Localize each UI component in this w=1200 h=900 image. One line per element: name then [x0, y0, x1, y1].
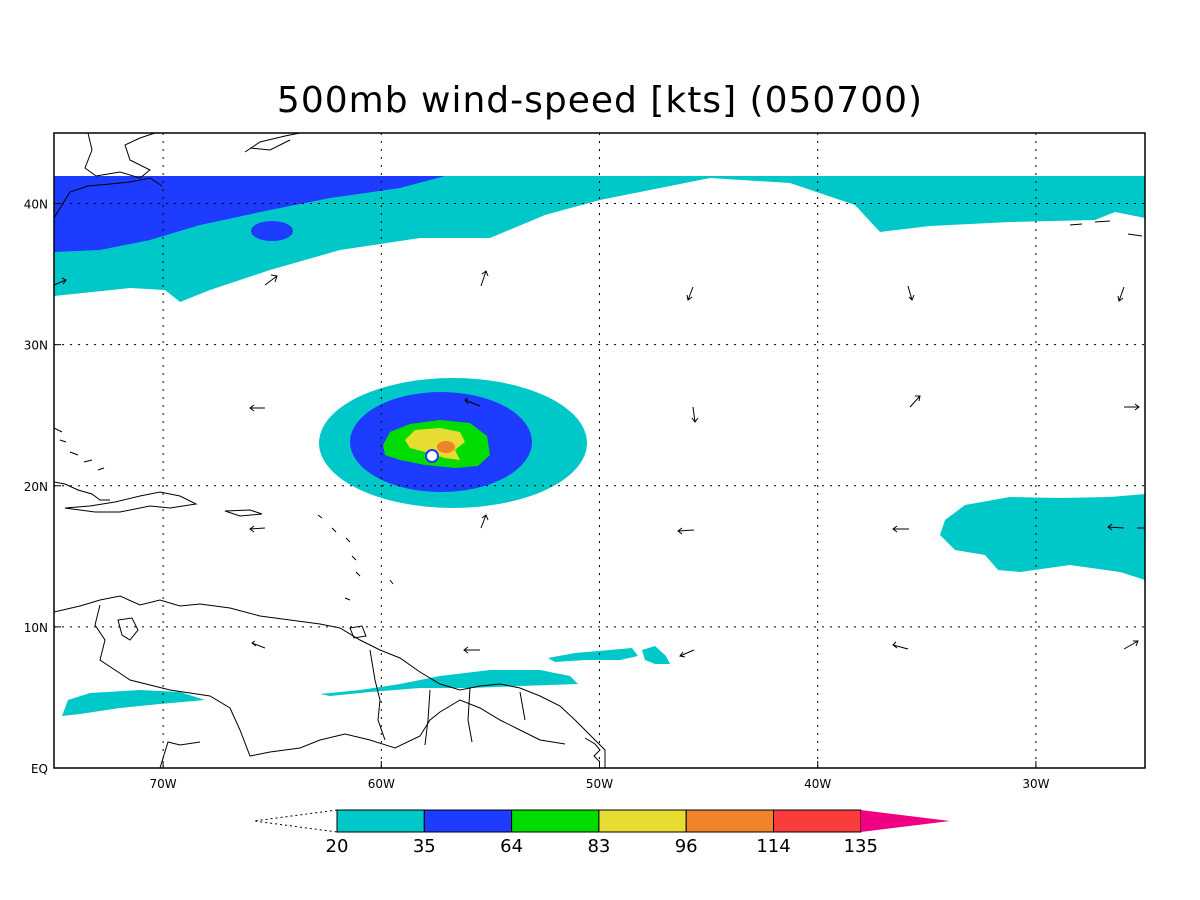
colorbar-extend-low [253, 809, 338, 833]
coast-cuba [54, 481, 110, 501]
map-title: 500mb wind-speed [kts] (050700) [276, 80, 924, 121]
wind-arrow [909, 395, 921, 408]
wind-arrow [249, 525, 266, 533]
wind-arrow [691, 406, 699, 423]
coast-venezuela-interior [94, 604, 566, 757]
lat-tick-labels: EQ 10N 20N 30N 40N [24, 198, 61, 776]
lat-tick-label: 30N [24, 339, 48, 353]
coast-nova-scotia [244, 133, 301, 153]
coast-puerto-rico [224, 509, 263, 517]
colorbar-level-label: 114 [756, 836, 790, 857]
contour-35-north-band [54, 176, 445, 252]
coast-border-lines [369, 649, 526, 746]
wind-arrow [1107, 523, 1125, 531]
colorbar-level-label: 64 [500, 836, 523, 857]
wind-arrow [677, 527, 695, 535]
lon-tick-labels: 70W 60W 50W 40W 30W [150, 761, 1050, 791]
wind-arrow [464, 397, 481, 407]
wind-arrow [251, 640, 266, 649]
coast-hispaniola [64, 491, 198, 513]
colorbar-swatch [511, 809, 600, 833]
wind-arrow [1117, 286, 1125, 302]
lon-tick-label: 30W [1022, 777, 1049, 791]
wind-vectors [53, 220, 1145, 658]
wind-arrow [463, 646, 480, 654]
contour-20-east-blob [940, 494, 1145, 580]
lon-tick-label: 70W [150, 777, 177, 791]
colorbar-level-label: 135 [844, 836, 878, 857]
hurricane-eye [425, 449, 439, 463]
coastlines [54, 133, 606, 768]
wind-arrow [264, 274, 278, 286]
contour-20-north-band [54, 176, 1145, 302]
coast-north-america [84, 133, 156, 179]
contour-20-south-patch-3 [320, 670, 578, 696]
wind-contours [54, 176, 1145, 716]
colorbar-level-label: 20 [326, 836, 349, 857]
lon-tick-label: 50W [586, 777, 613, 791]
wind-arrow [53, 277, 67, 286]
contour-20-south-patch-4 [62, 690, 205, 716]
wind-arrow [249, 404, 265, 412]
grid-lines [54, 133, 1145, 768]
contour-35-blob [251, 221, 293, 241]
colorbar-swatch [423, 809, 513, 833]
coast-lake-maracaibo [117, 617, 139, 641]
colorbar-extend-high [860, 810, 950, 832]
wind-arrow [686, 286, 694, 301]
coast-new-england [54, 177, 163, 219]
lat-tick-label: EQ [31, 762, 48, 776]
coast-florida-bahamas [54, 427, 105, 471]
wind-arrow [907, 285, 915, 301]
wind-arrow [679, 649, 695, 658]
coast-lesser-antilles [317, 514, 394, 601]
contour-20-south-patch-1 [548, 648, 638, 662]
colorbar-level-label: 35 [413, 836, 436, 857]
lon-tick-label: 40W [804, 777, 831, 791]
lon-tick-label: 60W [368, 777, 395, 791]
colorbar: 20 35 64 83 96 114 135 [253, 809, 950, 857]
wind-arrow [892, 641, 909, 650]
coast-south-america [54, 595, 606, 768]
wind-arrow [1123, 640, 1139, 650]
coast-brazil-bottom [159, 741, 201, 768]
colorbar-swatch [685, 809, 775, 833]
wind-arrow [480, 514, 489, 529]
lat-tick-label: 40N [24, 198, 48, 212]
colorbar-level-label: 96 [675, 836, 698, 857]
wind-arrow [480, 270, 489, 287]
colorbar-swatch [773, 809, 862, 833]
wind-arrow [1069, 220, 1143, 237]
coast-trinidad [349, 625, 367, 639]
coast-amazon-mouth [584, 737, 601, 763]
colorbar-swatch [598, 809, 687, 833]
wind-arrow [892, 525, 909, 533]
lat-tick-label: 20N [24, 480, 48, 494]
lat-tick-label: 10N [24, 621, 48, 635]
colorbar-swatch [336, 809, 425, 833]
contour-20-south-patch-2 [642, 646, 670, 664]
hurricane-ring-96 [437, 441, 455, 453]
wind-arrow [1124, 403, 1140, 411]
colorbar-level-label: 83 [587, 836, 610, 857]
